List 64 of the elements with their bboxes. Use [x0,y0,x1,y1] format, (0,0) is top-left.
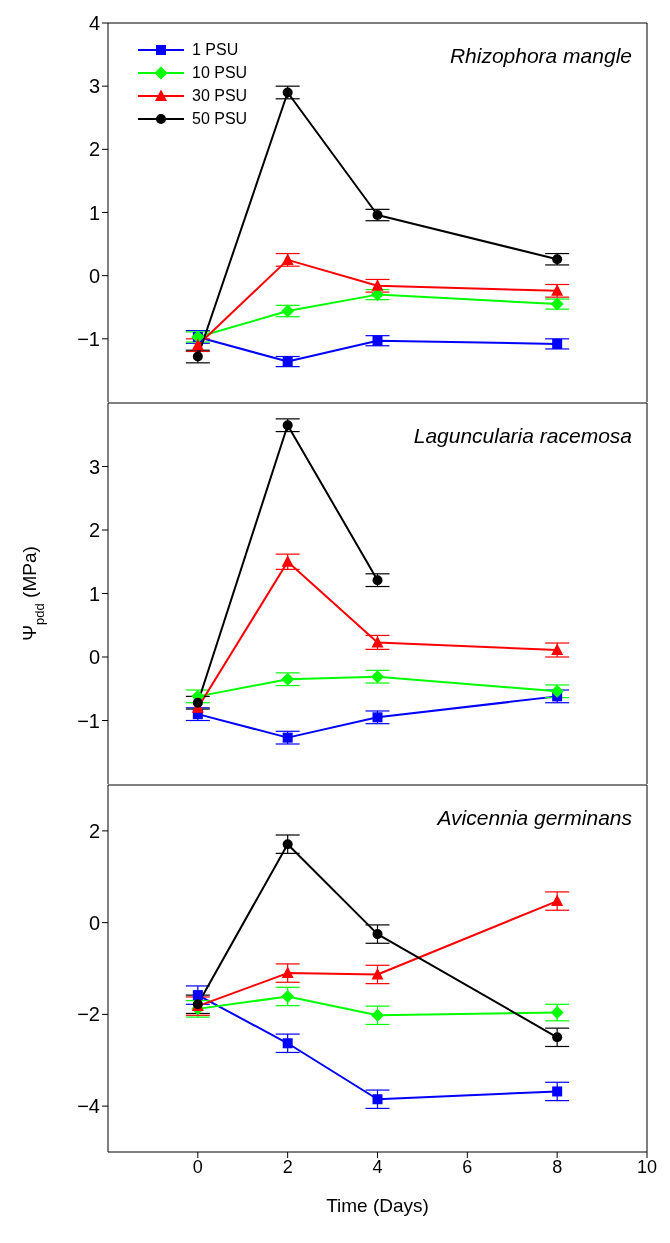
point [372,210,383,221]
y-tick-label: 4 [88,12,100,35]
text: Laguncularia racemosa [413,424,632,448]
point [372,335,383,346]
point [552,1032,563,1043]
point [192,990,203,1001]
x-tick-label: 4 [372,1156,383,1177]
y-tick-label: 2 [88,138,100,161]
y-tick-label: −4 [77,1095,100,1118]
point [192,697,203,708]
y-tick-label: 1 [88,582,100,605]
y-tick-label: 3 [88,455,100,478]
point [372,929,383,940]
point [281,989,295,1003]
point [371,1008,384,1022]
point [372,1094,383,1105]
point [192,351,203,362]
point [371,279,384,291]
x-tick-label: 2 [282,1156,293,1177]
point [282,839,293,850]
point [281,555,294,567]
point [551,284,564,296]
y-tick-label: 0 [88,646,100,669]
point [372,575,383,586]
point [282,87,293,98]
point [551,643,564,656]
x-tick-label: 6 [462,1156,473,1177]
y-tick-label: −1 [77,709,100,732]
point [281,966,294,979]
text: Avicennia germinans [437,806,632,830]
y-tick-label: 2 [88,819,100,842]
point [281,304,295,318]
x-axis-title: Time (Days) [326,1195,429,1216]
y-tick-label: 2 [88,519,100,542]
point [282,732,293,743]
legend-label: 30 PSU [192,86,248,105]
x-tick-label: 8 [552,1156,563,1177]
point [371,670,384,684]
point [552,1086,563,1097]
y-tick-label: −1 [77,327,100,350]
y-tick-label: 0 [88,911,100,934]
point [552,254,563,265]
point [372,712,383,723]
y-tick-label: 0 [88,264,100,287]
point [282,1038,293,1049]
point [281,672,295,686]
point [282,420,293,431]
point [550,297,564,311]
x-tick-label: 10 [636,1156,658,1177]
legend-label: 50 PSU [192,109,248,128]
text: Rhizophora mangle [449,44,632,68]
point [281,253,294,265]
point [550,1006,564,1020]
legend-label: 1 PSU [192,40,239,59]
point [552,338,563,349]
y-tick-label: −2 [77,1003,100,1026]
point [282,356,293,367]
legend-label: 10 PSU [192,63,248,82]
point [551,894,564,907]
y-tick-label: 1 [88,201,100,224]
x-tick-label: 0 [192,1156,203,1177]
y-tick-label: 3 [88,75,100,98]
point [550,684,564,698]
point [191,338,204,351]
